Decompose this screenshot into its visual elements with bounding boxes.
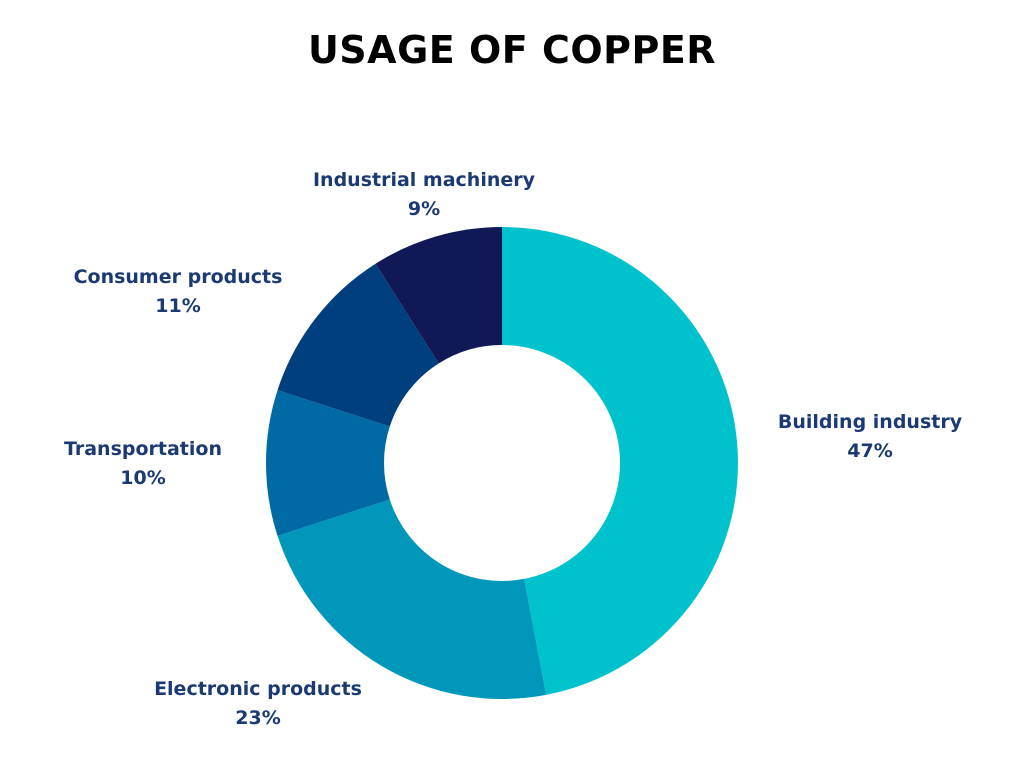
slice-value-label: 10% — [120, 467, 166, 489]
slice-label-consumer-products: Consumer products 11% — [48, 263, 308, 321]
slice-value-label: 47% — [847, 440, 893, 462]
slice-label-text: Industrial machinery — [312, 169, 536, 191]
slice-transportation — [266, 390, 390, 536]
slice-industrial-machinery — [375, 227, 502, 364]
slice-consumer-products — [277, 263, 439, 427]
slice-building-industry — [502, 227, 738, 695]
slice-label-text: Transportation — [63, 438, 222, 460]
slice-label-text: Building industry — [777, 411, 963, 433]
slice-label-text: Consumer products — [73, 266, 283, 288]
slice-label-building-industry: Building industry 47% — [740, 408, 1000, 466]
slice-label-electronic-products: Electronic products 23% — [128, 675, 388, 733]
slice-value-label: 11% — [155, 295, 201, 317]
slice-value-label: 9% — [407, 198, 441, 220]
slice-label-transportation: Transportation 10% — [13, 435, 273, 493]
chart-title: USAGE OF COPPER — [307, 28, 717, 72]
slice-electronic-products — [277, 499, 547, 699]
slice-value-label: 23% — [235, 707, 281, 729]
slice-label-industrial-machinery: Industrial machinery 9% — [294, 166, 554, 224]
slice-label-text: Electronic products — [154, 678, 362, 700]
